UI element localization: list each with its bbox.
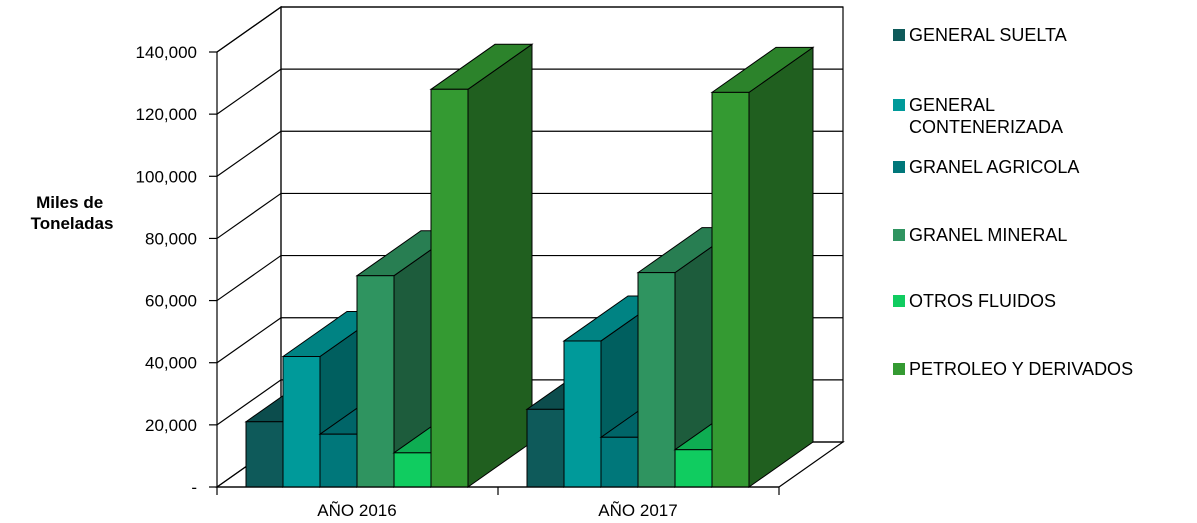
bar	[710, 46, 815, 488]
y-tick-label: 40,000	[145, 354, 197, 373]
gridline	[216, 6, 843, 53]
gridline	[216, 192, 843, 239]
y-axis-title: Miles de Toneladas	[31, 193, 114, 233]
gridline	[216, 130, 843, 177]
legend: GENERAL SUELTA GENERAL CONTENERIZADA GRANEL…	[893, 25, 1133, 379]
y-tick-label: 60,000	[145, 292, 197, 311]
legend-label: GENERAL CONTENERIZADA	[909, 95, 1063, 137]
legend-swatch	[893, 29, 905, 41]
y-tick-label: 20,000	[145, 416, 197, 435]
legend-swatch	[893, 295, 905, 307]
bar	[429, 43, 534, 488]
legend-label: GRANEL AGRICOLA	[909, 157, 1079, 177]
legend-item: PETROLEO Y DERIVADOS	[893, 359, 1133, 379]
y-tick-label: 100,000	[136, 167, 197, 186]
x-axis: AÑO 2016 AÑO 2017	[216, 486, 780, 520]
gridline	[216, 68, 843, 115]
legend-label: PETROLEO Y DERIVADOS	[909, 359, 1133, 379]
legend-swatch	[893, 99, 905, 111]
legend-label: OTROS FLUIDOS	[909, 291, 1056, 311]
y-tick-label: 80,000	[145, 229, 197, 248]
legend-label: GRANEL MINERAL	[909, 225, 1067, 245]
legend-item: GRANEL MINERAL	[893, 225, 1067, 245]
legend-item: OTROS FLUIDOS	[893, 291, 1056, 311]
legend-item: GRANEL AGRICOLA	[893, 157, 1079, 177]
legend-swatch	[893, 363, 905, 375]
legend-swatch	[893, 161, 905, 173]
y-tick-label: -	[191, 478, 197, 497]
legend-item: GENERAL SUELTA	[893, 25, 1067, 45]
y-tick-label: 140,000	[136, 43, 197, 62]
x-tick-label: AÑO 2016	[317, 501, 396, 520]
y-tick-label: 120,000	[136, 105, 197, 124]
legend-label: GENERAL SUELTA	[909, 25, 1067, 45]
gridline	[216, 254, 843, 302]
bars	[244, 43, 815, 488]
x-tick-label: AÑO 2017	[598, 501, 677, 520]
y-axis: - 20,000 40,000 60,000 80,000 100,000 120,000 1…	[136, 43, 217, 497]
legend-item: GENERAL CONTENERIZADA	[893, 95, 1063, 137]
legend-swatch	[893, 229, 905, 241]
